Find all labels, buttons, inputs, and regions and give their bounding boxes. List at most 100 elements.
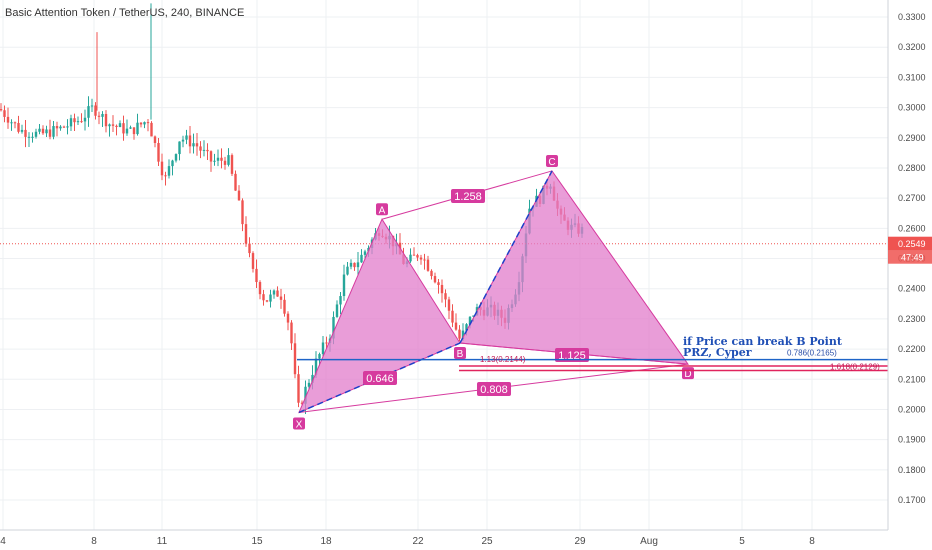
candle-body (174, 154, 178, 161)
candle-body (20, 129, 24, 132)
fib-level-label[interactable]: 1.13(0.2144) (480, 355, 526, 364)
candle-body (447, 299, 451, 311)
candle-body (258, 282, 262, 295)
candle-body (353, 262, 356, 268)
candle-body (167, 166, 171, 176)
candle-body (269, 294, 272, 302)
annotation-line-1[interactable]: if Price can break B Point (683, 335, 843, 348)
candle-body (279, 296, 283, 300)
ratio-badge[interactable] (363, 371, 397, 385)
fib-level-label[interactable]: 0.786(0.2165) (787, 349, 837, 358)
candle-body (3, 110, 6, 117)
pattern-point-d-label[interactable]: D (684, 369, 691, 380)
candle-body (423, 259, 426, 261)
candle-body (297, 374, 300, 403)
candle-body (262, 294, 265, 301)
pattern-point-a-badge[interactable] (376, 203, 388, 216)
candle-body (283, 299, 286, 314)
y-tick-label: 0.2100 (898, 374, 926, 384)
candle-body (430, 270, 433, 277)
candle-body (335, 304, 339, 317)
pattern-point-c-badge[interactable] (546, 154, 558, 167)
candle-body (111, 124, 115, 126)
candle-body (342, 274, 346, 297)
pattern-point-b-label[interactable]: B (457, 349, 464, 360)
candle-body (290, 322, 293, 344)
ratio-label[interactable]: 1.258 (454, 191, 482, 203)
pattern-point-a-label[interactable]: A (379, 205, 386, 216)
candle-body (458, 329, 461, 339)
candle-body (153, 136, 157, 144)
pattern-point-x-label[interactable]: X (296, 419, 303, 430)
candle-body (454, 322, 458, 330)
candle-body (206, 149, 209, 152)
countdown-label: 47:49 (901, 253, 924, 263)
candle-body (444, 293, 447, 300)
ratio-badge[interactable] (555, 348, 589, 362)
pattern-point-x-badge[interactable] (293, 417, 305, 430)
candle-body (202, 149, 206, 151)
candle-body (125, 128, 129, 134)
y-tick-label: 0.1700 (898, 495, 926, 505)
candle-body (293, 343, 297, 375)
y-tick-label: 0.2800 (898, 163, 926, 173)
ratio-label[interactable]: 0.646 (366, 373, 394, 385)
candle-body (437, 282, 440, 285)
candle-body (346, 266, 349, 275)
candle-body (412, 254, 416, 256)
candle-body (213, 160, 216, 162)
candle-body (472, 315, 475, 317)
pattern-point-c-label[interactable]: C (548, 157, 555, 168)
candle-body (31, 136, 34, 138)
fib-levels[interactable]: 0.786(0.2165) 1.13(0.2144) 1.618(0.2129) (297, 349, 888, 372)
candle-body (234, 173, 237, 191)
candle-body (216, 157, 220, 161)
candle-body (195, 143, 199, 147)
annotation-line-2[interactable]: PRZ, Cyper (683, 346, 752, 359)
candle-body (122, 123, 125, 134)
x-tick-label: 15 (251, 536, 263, 547)
candle-body (69, 118, 73, 127)
candle-body (332, 316, 335, 339)
ratio-label[interactable]: 0.808 (480, 384, 508, 396)
pattern-point-b-badge[interactable] (454, 347, 466, 360)
candle-body (286, 313, 290, 323)
candle-body (6, 116, 10, 123)
candle-body (136, 122, 139, 135)
candle-body (143, 122, 146, 125)
candle-body (209, 151, 213, 162)
candle-body (66, 126, 69, 128)
y-tick-label: 0.3000 (898, 103, 926, 113)
ratio-badge[interactable] (451, 189, 485, 203)
candle-body (27, 136, 31, 138)
candle-body (409, 254, 412, 262)
candle-body (139, 122, 143, 125)
candle-body (356, 262, 360, 268)
candle-body (230, 155, 234, 174)
y-tick-label: 0.2700 (898, 193, 926, 203)
candle-body (0, 109, 3, 111)
candle-body (244, 224, 248, 244)
y-tick-label: 0.1900 (898, 435, 926, 445)
candle-body (90, 105, 94, 107)
candle-body (83, 117, 87, 122)
candle-body (188, 135, 192, 147)
candle-body (171, 160, 174, 167)
candle-body (41, 128, 45, 134)
candle-body (87, 106, 90, 118)
candle-body (416, 255, 419, 258)
y-tick-label: 0.2600 (898, 223, 926, 233)
x-tick-label: 18 (320, 536, 332, 547)
candle-body (59, 126, 62, 129)
candle-body (76, 121, 80, 123)
y-tick-label: 0.2900 (898, 133, 926, 143)
candle-body (276, 290, 279, 297)
candle-body (160, 161, 164, 176)
y-tick-label: 0.1800 (898, 465, 926, 475)
x-tick-label: 4 (0, 536, 6, 547)
ratio-badge[interactable] (477, 382, 511, 396)
fib-level-label[interactable]: 1.618(0.2129) (830, 362, 880, 371)
